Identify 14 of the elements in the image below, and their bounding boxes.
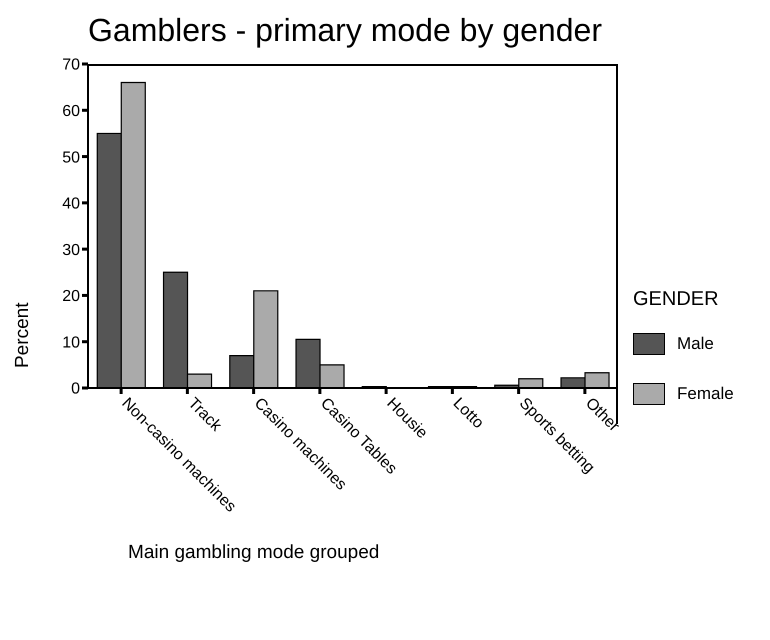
x-axis-title: Main gambling mode grouped <box>128 542 380 563</box>
y-tick-label: 30 <box>62 242 80 259</box>
y-tick-label: 10 <box>62 334 80 352</box>
legend-title: GENDER <box>633 288 720 311</box>
y-axis-title: Percent <box>12 302 33 368</box>
y-tick-label: 0 <box>71 380 80 398</box>
legend-label: Female <box>677 384 734 404</box>
legend-label: Male <box>677 334 714 354</box>
y-tick-label: 70 <box>62 56 80 74</box>
y-tick-label: 50 <box>62 149 80 166</box>
y-tick-label: 40 <box>62 196 80 213</box>
y-tick-label: 20 <box>62 288 80 306</box>
chart-title: Gamblers - primary mode by gender <box>88 12 602 49</box>
y-tick-label: 60 <box>62 102 80 120</box>
